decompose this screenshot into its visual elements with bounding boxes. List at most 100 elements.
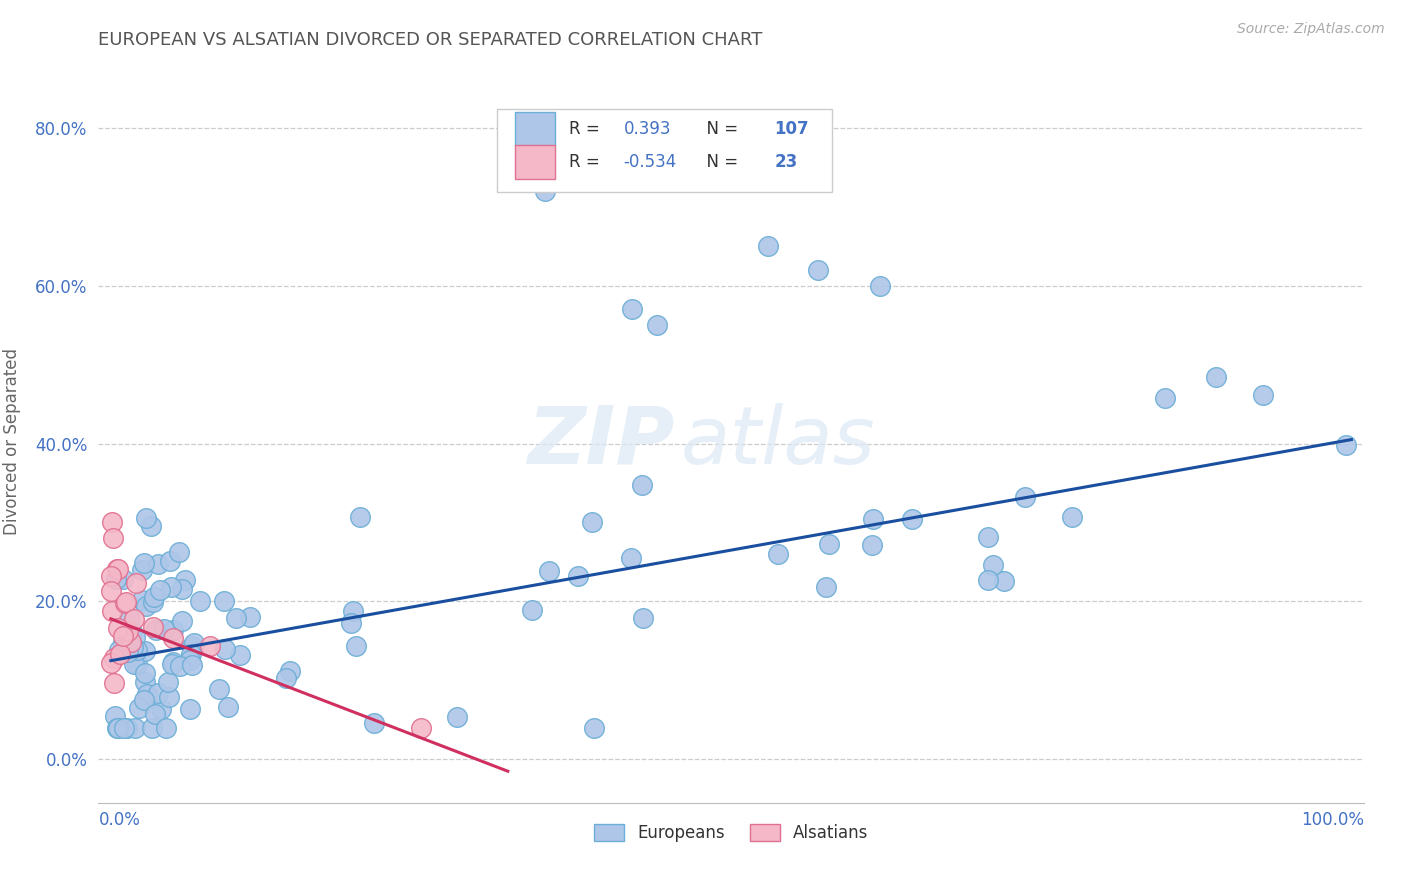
- Text: 107: 107: [775, 120, 808, 138]
- Point: [117, 645, 139, 659]
- Point: [212, 593, 235, 607]
- Point: [815, 580, 838, 594]
- Point: [115, 645, 138, 659]
- Text: Source: ZipAtlas.com: Source: ZipAtlas.com: [1237, 22, 1385, 37]
- Point: [107, 621, 129, 635]
- Point: [862, 512, 884, 526]
- Point: [1060, 509, 1083, 524]
- Legend: Europeans, Alsatians: Europeans, Alsatians: [588, 817, 875, 848]
- Point: [112, 721, 135, 735]
- Point: [179, 653, 201, 667]
- Point: [766, 547, 789, 561]
- Text: -0.534: -0.534: [623, 153, 676, 171]
- Point: [340, 615, 363, 630]
- Point: [146, 686, 169, 700]
- Point: [103, 531, 125, 545]
- Point: [112, 629, 135, 643]
- Point: [131, 593, 153, 607]
- Point: [122, 657, 145, 672]
- Point: [1334, 438, 1357, 452]
- Point: [170, 614, 193, 628]
- Point: [807, 262, 830, 277]
- Point: [869, 278, 891, 293]
- Text: R =: R =: [569, 120, 610, 138]
- Point: [135, 687, 157, 701]
- Point: [1153, 391, 1175, 405]
- Point: [105, 572, 128, 586]
- Point: [344, 639, 367, 653]
- Point: [135, 599, 157, 613]
- Point: [537, 564, 560, 578]
- Point: [131, 563, 153, 577]
- FancyBboxPatch shape: [498, 109, 832, 193]
- Point: [188, 594, 211, 608]
- Point: [115, 721, 138, 735]
- Text: 23: 23: [775, 153, 797, 171]
- Point: [155, 721, 177, 735]
- Point: [160, 580, 183, 594]
- Point: [645, 318, 668, 332]
- Point: [229, 648, 252, 662]
- Point: [118, 611, 141, 625]
- Text: N =: N =: [696, 153, 738, 171]
- Point: [121, 624, 143, 639]
- Point: [101, 604, 124, 618]
- Point: [446, 709, 468, 723]
- Point: [159, 554, 181, 568]
- Point: [124, 576, 146, 591]
- Text: atlas: atlas: [681, 402, 876, 481]
- Point: [152, 622, 174, 636]
- Point: [134, 665, 156, 680]
- Point: [631, 611, 654, 625]
- Point: [132, 692, 155, 706]
- Text: N =: N =: [696, 120, 738, 138]
- Point: [125, 643, 148, 657]
- Point: [105, 562, 128, 576]
- Point: [631, 478, 654, 492]
- Y-axis label: Divorced or Separated: Divorced or Separated: [3, 348, 21, 535]
- Point: [107, 642, 129, 657]
- Point: [520, 603, 543, 617]
- Point: [274, 671, 297, 685]
- Point: [114, 595, 136, 609]
- Point: [901, 512, 924, 526]
- Point: [179, 702, 201, 716]
- Point: [142, 595, 165, 609]
- Point: [120, 635, 142, 649]
- Point: [107, 721, 129, 735]
- Point: [180, 657, 202, 672]
- Point: [169, 545, 191, 559]
- Point: [162, 655, 184, 669]
- Point: [180, 648, 202, 662]
- Point: [141, 519, 163, 533]
- Point: [363, 716, 385, 731]
- Point: [122, 612, 145, 626]
- Point: [183, 636, 205, 650]
- Point: [225, 611, 247, 625]
- Point: [143, 706, 166, 721]
- Point: [278, 664, 301, 678]
- Point: [110, 647, 132, 661]
- Point: [977, 573, 1000, 587]
- Point: [1014, 490, 1036, 504]
- Point: [217, 699, 239, 714]
- Point: [162, 623, 184, 637]
- Point: [173, 573, 195, 587]
- FancyBboxPatch shape: [515, 145, 555, 178]
- Point: [162, 631, 184, 645]
- Point: [125, 657, 148, 671]
- Point: [239, 610, 262, 624]
- Point: [134, 557, 156, 571]
- Point: [124, 631, 146, 645]
- Text: 0.0%: 0.0%: [98, 811, 141, 829]
- Point: [534, 184, 557, 198]
- Point: [122, 640, 145, 654]
- Point: [100, 584, 122, 599]
- Point: [135, 511, 157, 525]
- Point: [981, 558, 1004, 572]
- FancyBboxPatch shape: [515, 112, 555, 146]
- Point: [149, 583, 172, 598]
- Point: [214, 641, 236, 656]
- Point: [146, 557, 169, 571]
- Point: [143, 591, 166, 605]
